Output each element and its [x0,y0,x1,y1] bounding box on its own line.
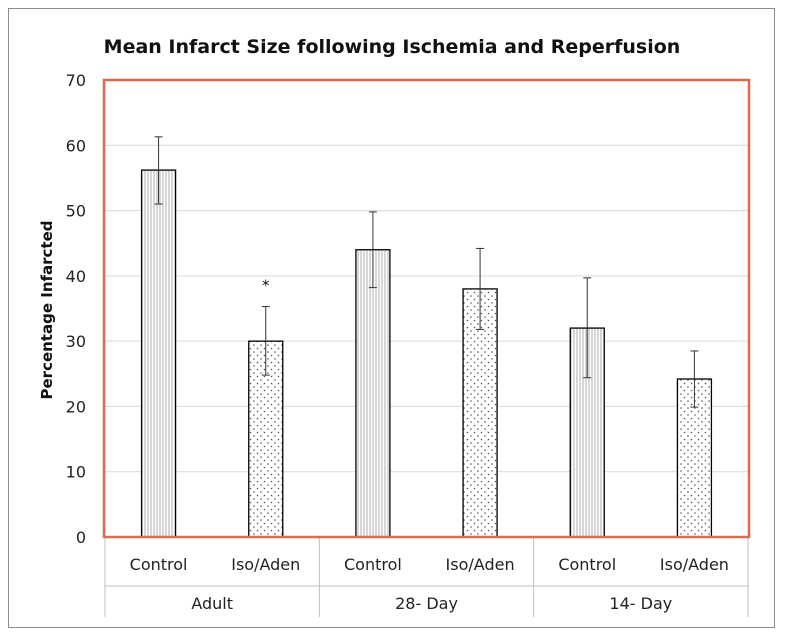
highlight-border [102,78,751,539]
significance-marker: * [262,277,270,295]
y-tick-label: 20 [66,397,86,416]
chart-frame [8,8,775,628]
x-group-label: 28- Day [395,594,458,613]
x-category-label: Iso/Aden [446,555,515,574]
y-tick-label: 30 [66,332,86,351]
x-group-label: 14- Day [609,594,672,613]
y-tick-label: 50 [66,202,86,221]
y-tick-label: 60 [66,136,86,155]
gridlines [105,79,748,473]
y-axis-label: Percentage Infarcted [38,220,56,399]
x-group-label: Adult [191,594,233,613]
x-category-label: Iso/Aden [231,555,300,574]
x-category-label: Iso/Aden [660,555,729,574]
y-tick-label: 10 [66,463,86,482]
y-tick-label: 40 [66,267,86,286]
error-bars [154,136,699,408]
x-group-labels: Adult 28- Day 14- Day [191,594,672,613]
x-category-labels: Control Iso/Aden Control Iso/Aden Control Iso… [130,555,729,574]
bar-adult-control [140,169,177,538]
x-category-label: Control [558,555,616,574]
x-category-label: Control [130,555,188,574]
bars [140,169,713,538]
bar-28-day-iso-aden [462,288,498,538]
bar-28-day-control [355,249,391,538]
x-category-label: Control [344,555,402,574]
y-axis-ticks: 0 10 20 30 40 50 60 70 [66,71,86,547]
y-tick-label: 70 [66,71,86,90]
y-tick-label: 0 [76,528,86,547]
chart-title: Mean Infarct Size following Ischemia and… [104,36,681,58]
bar-annotations: * [262,277,270,295]
